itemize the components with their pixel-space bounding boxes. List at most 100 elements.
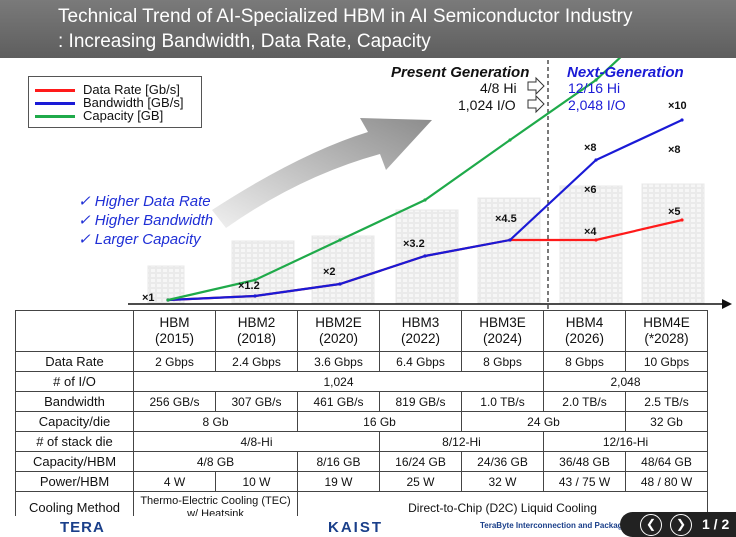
table-cell: 2.0 TB/s	[543, 391, 626, 412]
series-point-1-4	[508, 238, 512, 242]
table-cell: 12/16-Hi	[543, 431, 708, 452]
present-io-label: 1,024 I/O	[458, 97, 516, 113]
mult-label-hbm2: ×1.2	[238, 280, 260, 292]
table-cell: 16/24 GB	[379, 451, 462, 472]
header-hbm3e: HBM3E (2024)	[461, 310, 544, 352]
table-cell: 48 / 80 W	[625, 471, 708, 492]
series-point-2-5	[594, 78, 598, 82]
slide-nav-overlay: ❮ ❯ 1 / 2	[620, 512, 736, 537]
table-cell: 43 / 75 W	[543, 471, 626, 492]
series-point-2-0	[166, 298, 170, 302]
header-hbm2: HBM2 (2018)	[215, 310, 298, 352]
header-year: (2024)	[482, 331, 523, 346]
kaist-logo: KAIST	[328, 519, 383, 536]
next-io-arrow	[527, 94, 545, 114]
series-point-1-3	[423, 254, 427, 258]
table-cell: 32 W	[461, 471, 544, 492]
series-point-2-4	[508, 138, 512, 142]
header-hbm4e: HBM4E (*2028)	[625, 310, 708, 352]
table-row-data-rate: Data Rate 2 Gbps 2.4 Gbps 3.6 Gbps 6.4 G…	[15, 351, 708, 372]
header-hbm: HBM (2015)	[133, 310, 216, 352]
mult-label-hbm3e: ×4.5	[495, 213, 517, 225]
table-cell: 48/64 GB	[625, 451, 708, 472]
mult-label-hbm4-capacity: ×6	[584, 184, 597, 196]
present-hi-label: 4/8 Hi	[480, 80, 517, 96]
next-io-label: 2,048 I/O	[568, 97, 626, 113]
title-bar: Technical Trend of AI-Specialized HBM in…	[0, 0, 736, 58]
present-io-arrow	[527, 76, 545, 96]
mult-label-hbm4e-bandwidth: ×10	[668, 100, 687, 112]
series-point-0-5	[594, 238, 598, 242]
table-cell: 8 Gbps	[543, 351, 626, 372]
header-name: HBM2	[237, 315, 276, 330]
legend-swatch-data-rate	[35, 89, 75, 93]
mult-label-hbm4e-capacity: ×8	[668, 144, 681, 156]
table-row-stack-die: # of stack die 4/8-Hi 8/12-Hi 12/16-Hi	[15, 431, 708, 452]
table-row-io: # of I/O 1,024 2,048	[15, 371, 708, 392]
chart-legend: Data Rate [Gb/s] Bandwidth [GB/s] Capaci…	[28, 76, 202, 128]
tera-logo: TERA	[60, 519, 105, 536]
header-hbm2e: HBM2E (2020)	[297, 310, 380, 352]
table-cell: 24 Gb	[461, 411, 626, 432]
table-cell: 10 Gbps	[625, 351, 708, 372]
highlight-bandwidth: ✓ Higher Bandwidth	[78, 212, 214, 229]
lab-caption: TeraByte Interconnection and Package Lab…	[480, 521, 672, 530]
series-point-0-6	[680, 218, 684, 222]
next-slide-button[interactable]: ❯	[670, 514, 692, 536]
header-year: (2022)	[400, 331, 441, 346]
row-label: # of stack die	[15, 431, 134, 452]
header-year: (2026)	[564, 331, 605, 346]
header-name: HBM4	[565, 315, 604, 330]
table-cell: 1,024	[133, 371, 544, 392]
row-label: Bandwidth	[15, 391, 134, 412]
table-cell: 2.5 TB/s	[625, 391, 708, 412]
next-generation-label: Next-Generation	[567, 64, 684, 81]
table-cell: 461 GB/s	[297, 391, 380, 412]
table-header-row: HBM (2015) HBM2 (2018) HBM2E (2020) HBM3 (20…	[15, 310, 708, 352]
next-hi-label: 12/16 Hi	[568, 80, 621, 96]
table-cell: 8 Gb	[133, 411, 298, 432]
table-cell: 36/48 GB	[543, 451, 626, 472]
legend-item-bandwidth: Bandwidth [GB/s]	[35, 95, 183, 110]
legend-label-data-rate: Data Rate [Gb/s]	[83, 82, 180, 97]
table-cell: 25 W	[379, 471, 462, 492]
table-cell: 3.6 Gbps	[297, 351, 380, 372]
legend-swatch-capacity	[35, 115, 75, 119]
mult-label-hbm4e-rate: ×5	[668, 206, 681, 218]
table-row-capacity-hbm: Capacity/HBM 4/8 GB 8/16 GB 16/24 GB 24/…	[15, 451, 708, 472]
header-year: (2015)	[154, 331, 195, 346]
table-cell: 4/8 GB	[133, 451, 298, 472]
table-cell: 2 Gbps	[133, 351, 216, 372]
table-cell: 8/12-Hi	[379, 431, 544, 452]
table-cell: 307 GB/s	[215, 391, 298, 412]
header-name: HBM3E	[479, 315, 526, 330]
present-generation-label: Present Generation	[391, 64, 530, 81]
table-row-capacity-die: Capacity/die 8 Gb 16 Gb 24 Gb 32 Gb	[15, 411, 708, 432]
table-cell: 2,048	[543, 371, 708, 392]
row-label: Capacity/HBM	[15, 451, 134, 472]
series-point-1-5	[594, 158, 598, 162]
header-year: (*2028)	[644, 331, 689, 346]
series-layer	[166, 58, 684, 302]
mult-label-hbm4-bandwidth: ×8	[584, 142, 597, 154]
mult-label-hbm2e: ×2	[323, 266, 336, 278]
row-label: # of I/O	[15, 371, 134, 392]
table-cell: 8/16 GB	[297, 451, 380, 472]
table-cell: 4 W	[133, 471, 216, 492]
series-point-1-2	[338, 282, 342, 286]
table-cell: 256 GB/s	[133, 391, 216, 412]
prev-slide-button[interactable]: ❮	[640, 514, 662, 536]
slide-title-line1: Technical Trend of AI-Specialized HBM in…	[58, 6, 633, 27]
table-cell: 6.4 Gbps	[379, 351, 462, 372]
chevron-left-icon: ❮	[645, 517, 657, 531]
table-cell: 2.4 Gbps	[215, 351, 298, 372]
table-row-power: Power/HBM 4 W 10 W 19 W 25 W 32 W 43 / 7…	[15, 471, 708, 492]
table-cell: 4/8-Hi	[133, 431, 380, 452]
highlight-capacity: ✓ Larger Capacity	[78, 231, 201, 248]
header-name: HBM4E	[643, 315, 690, 330]
series-point-2-1	[253, 278, 257, 282]
series-point-1-6	[680, 118, 684, 122]
header-hbm4: HBM4 (2026)	[543, 310, 626, 352]
table-cell: 10 W	[215, 471, 298, 492]
table-cell: 19 W	[297, 471, 380, 492]
